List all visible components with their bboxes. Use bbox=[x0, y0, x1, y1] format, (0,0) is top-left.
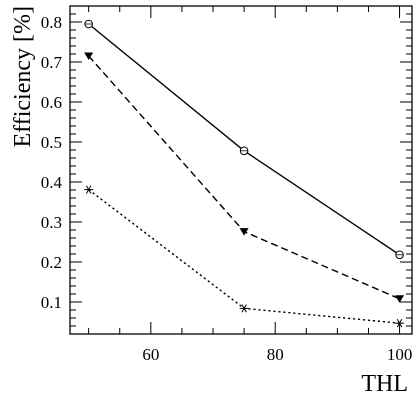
asterisk-stroke bbox=[396, 319, 403, 328]
y-tick-label: 0.3 bbox=[41, 213, 62, 232]
axis-ticks bbox=[70, 6, 412, 335]
series-1-line bbox=[88, 23, 400, 256]
y-tick-label: 0.1 bbox=[41, 293, 62, 312]
y-tick-label: 0.6 bbox=[41, 93, 62, 112]
series-3-line bbox=[88, 189, 400, 324]
open-circle-marker bbox=[239, 146, 249, 156]
open-circle-marker bbox=[84, 19, 93, 29]
y-tick-label: 0.5 bbox=[41, 133, 62, 152]
triangle-down-marker bbox=[84, 52, 94, 60]
y-axis-label: Efficiency [%] bbox=[10, 6, 36, 147]
asterisk-marker bbox=[239, 304, 249, 313]
x-tick-label: 80 bbox=[267, 345, 284, 364]
series-layer bbox=[84, 19, 405, 328]
y-tick-label: 0.2 bbox=[41, 253, 62, 272]
asterisk-stroke bbox=[241, 304, 247, 313]
y-tick-label: 0.4 bbox=[41, 173, 63, 192]
asterisk-marker bbox=[84, 185, 94, 194]
axis-tick-labels: 60 80 100 0.1 0.2 0.3 0.4 0.5 0.6 0.7 0.8 bbox=[41, 13, 413, 364]
x-tick-label: 60 bbox=[142, 345, 159, 364]
y-tick-label: 0.7 bbox=[41, 53, 63, 72]
triangle-down-marker bbox=[395, 295, 405, 303]
x-tick-label: 100 bbox=[387, 345, 413, 364]
triangle-down-marker bbox=[239, 228, 249, 236]
open-circle-marker bbox=[395, 250, 404, 260]
asterisk-marker bbox=[395, 319, 405, 328]
plot-frame bbox=[69, 5, 413, 335]
x-axis-label: THL bbox=[361, 371, 408, 397]
asterisk-stroke bbox=[85, 185, 92, 194]
y-tick-label: 0.8 bbox=[41, 13, 62, 32]
series-2-line bbox=[88, 55, 400, 300]
